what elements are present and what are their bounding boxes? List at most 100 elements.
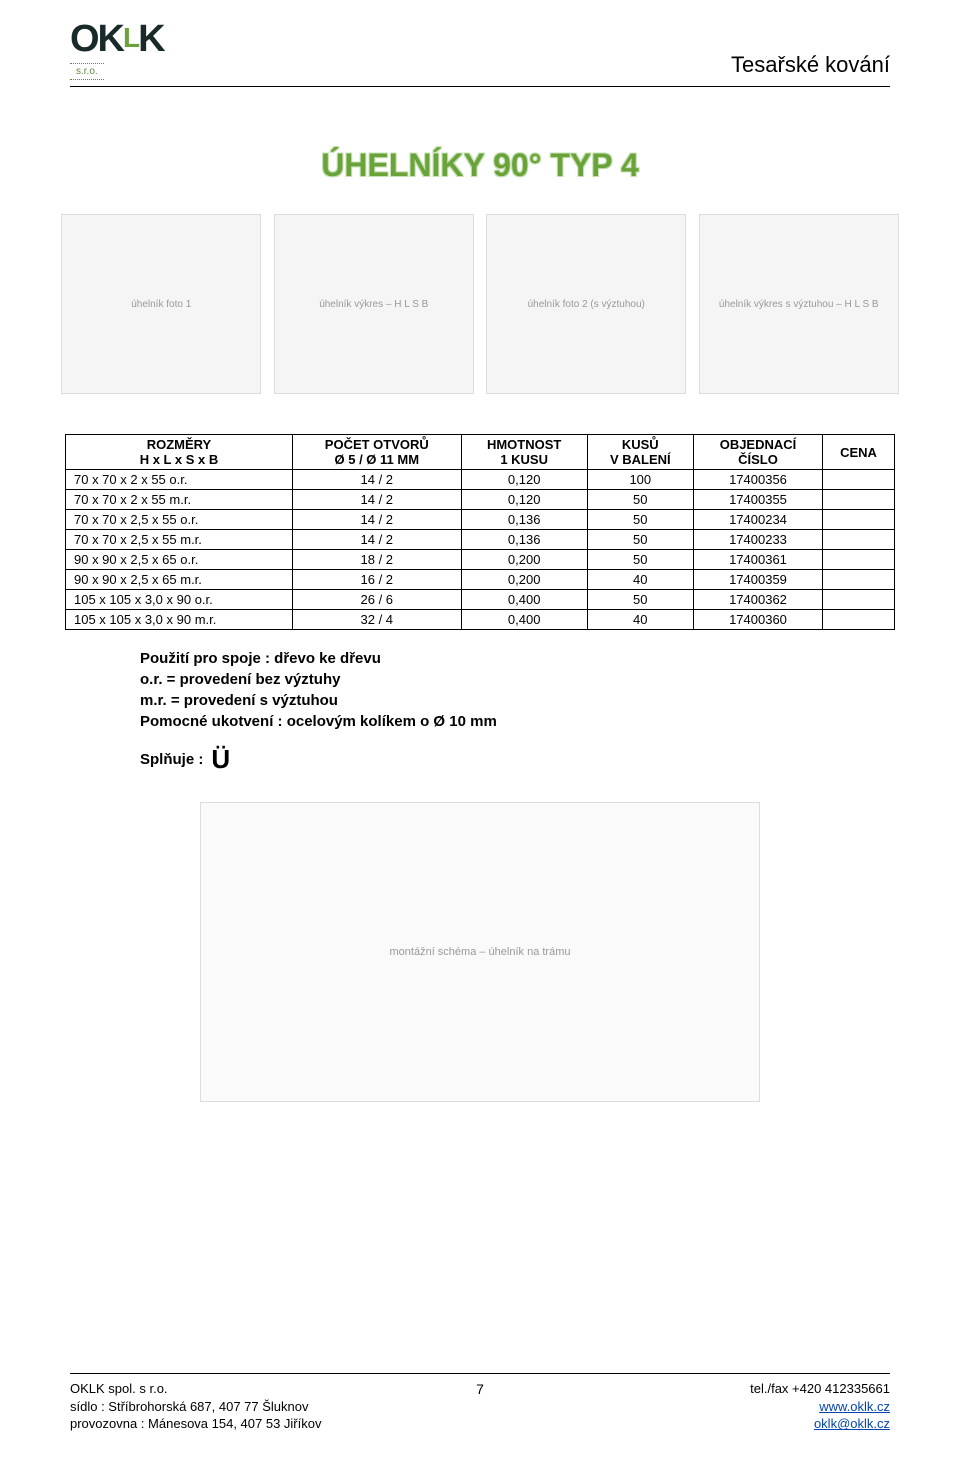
table-row: 70 x 70 x 2,5 x 55 o.r.14 / 20,136501740… <box>66 510 895 530</box>
cell-objednaci: 17400360 <box>693 610 822 630</box>
cell-otvory: 26 / 6 <box>292 590 461 610</box>
table-body: 70 x 70 x 2 x 55 o.r.14 / 20,12010017400… <box>66 470 895 630</box>
page-title: ÚHELNÍKY 90° TYP 4 <box>0 147 960 184</box>
cell-otvory: 14 / 2 <box>292 530 461 550</box>
cell-cena <box>823 530 895 550</box>
cell-kusu: 50 <box>587 530 693 550</box>
spec-table: ROZMĚRY H x L x S x B POČET OTVORŮ Ø 5 /… <box>65 434 895 630</box>
cell-kusu: 100 <box>587 470 693 490</box>
footer-address-2: provozovna : Mánesova 154, 407 53 Jiříko… <box>70 1415 321 1433</box>
compliance-label: Splňuje : <box>140 751 203 768</box>
cell-rozmery: 90 x 90 x 2,5 x 65 m.r. <box>66 570 293 590</box>
compliance-row: Splňuje : Ü <box>140 746 960 772</box>
col-cena: CENA <box>823 435 895 470</box>
cell-kusu: 40 <box>587 610 693 630</box>
notes-block: Použití pro spoje : dřevo ke dřevu o.r. … <box>140 648 960 732</box>
cell-otvory: 16 / 2 <box>292 570 461 590</box>
cell-kusu: 50 <box>587 510 693 530</box>
table-row: 70 x 70 x 2 x 55 m.r.14 / 20,12050174003… <box>66 490 895 510</box>
col-objednaci-l1: OBJEDNACÍ <box>700 437 816 452</box>
logo-text: OKLK <box>70 18 164 61</box>
cell-kusu: 50 <box>587 590 693 610</box>
page-number: 7 <box>70 1381 890 1397</box>
product-image-2: úhelník foto 2 (s výztuhou) <box>486 214 686 394</box>
cell-kusu: 50 <box>587 550 693 570</box>
table-row: 90 x 90 x 2,5 x 65 m.r.16 / 20,200401740… <box>66 570 895 590</box>
page-header: OKLK s.r.o. Tesařské kování <box>0 0 960 86</box>
cell-objednaci: 17400234 <box>693 510 822 530</box>
cell-cena <box>823 490 895 510</box>
cell-objednaci: 17400355 <box>693 490 822 510</box>
col-hmotnost-l1: HMOTNOST <box>468 437 581 452</box>
product-images-row: úhelník foto 1 úhelník výkres – H L S B … <box>0 214 960 394</box>
col-kusu-l2: V BALENÍ <box>594 452 687 467</box>
footer-rule <box>70 1373 890 1374</box>
cell-kusu: 40 <box>587 570 693 590</box>
table-row: 105 x 105 x 3,0 x 90 m.r.32 / 40,4004017… <box>66 610 895 630</box>
col-rozmery-l2: H x L x S x B <box>72 452 286 467</box>
cell-rozmery: 70 x 70 x 2 x 55 o.r. <box>66 470 293 490</box>
cell-rozmery: 90 x 90 x 2,5 x 65 o.r. <box>66 550 293 570</box>
cell-hmotnost: 0,120 <box>461 470 587 490</box>
header-rule <box>70 86 890 87</box>
col-otvory-l2: Ø 5 / Ø 11 MM <box>299 452 455 467</box>
cell-cena <box>823 510 895 530</box>
col-rozmery-l1: ROZMĚRY <box>72 437 286 452</box>
cell-otvory: 14 / 2 <box>292 510 461 530</box>
cell-objednaci: 17400359 <box>693 570 822 590</box>
cell-otvory: 14 / 2 <box>292 490 461 510</box>
footer-address-1: sídlo : Stříbrohorská 687, 407 77 Šlukno… <box>70 1398 321 1416</box>
note-line-1: Použití pro spoje : dřevo ke dřevu <box>140 650 381 667</box>
cell-otvory: 32 / 4 <box>292 610 461 630</box>
note-line-4: Pomocné ukotvení : ocelovým kolíkem o Ø … <box>140 713 497 730</box>
col-hmotnost: HMOTNOST 1 KUSU <box>461 435 587 470</box>
cell-rozmery: 70 x 70 x 2,5 x 55 o.r. <box>66 510 293 530</box>
cell-hmotnost: 0,120 <box>461 490 587 510</box>
page-footer: 7 OKLK spol. s r.o. sídlo : Stříbrohorsk… <box>70 1373 890 1433</box>
cell-hmotnost: 0,200 <box>461 570 587 590</box>
footer-email-link[interactable]: oklk@oklk.cz <box>814 1416 890 1431</box>
cell-objednaci: 17400362 <box>693 590 822 610</box>
cell-hmotnost: 0,200 <box>461 550 587 570</box>
footer-website-link[interactable]: www.oklk.cz <box>819 1399 890 1414</box>
cell-kusu: 50 <box>587 490 693 510</box>
cell-hmotnost: 0,136 <box>461 510 587 530</box>
col-hmotnost-l2: 1 KUSU <box>468 452 581 467</box>
col-cena-l1: CENA <box>829 445 888 460</box>
col-objednaci: OBJEDNACÍ ČÍSLO <box>693 435 822 470</box>
cell-objednaci: 17400356 <box>693 470 822 490</box>
compliance-glyph-icon: Ü <box>211 746 230 772</box>
cell-cena <box>823 610 895 630</box>
cell-hmotnost: 0,400 <box>461 590 587 610</box>
col-otvory-l1: POČET OTVORŮ <box>299 437 455 452</box>
product-image-1: úhelník foto 1 <box>61 214 261 394</box>
cell-cena <box>823 470 895 490</box>
cell-rozmery: 105 x 105 x 3,0 x 90 m.r. <box>66 610 293 630</box>
table-row: 105 x 105 x 3,0 x 90 o.r.26 / 60,4005017… <box>66 590 895 610</box>
cell-cena <box>823 570 895 590</box>
cell-objednaci: 17400233 <box>693 530 822 550</box>
cell-rozmery: 105 x 105 x 3,0 x 90 o.r. <box>66 590 293 610</box>
cell-hmotnost: 0,400 <box>461 610 587 630</box>
cell-otvory: 18 / 2 <box>292 550 461 570</box>
logo: OKLK s.r.o. <box>70 18 164 80</box>
table-header: ROZMĚRY H x L x S x B POČET OTVORŮ Ø 5 /… <box>66 435 895 470</box>
table-row: 70 x 70 x 2,5 x 55 m.r.14 / 20,136501740… <box>66 530 895 550</box>
product-diagram-1: úhelník výkres – H L S B <box>274 214 474 394</box>
cell-cena <box>823 590 895 610</box>
note-line-2: o.r. = provedení bez výztuhy <box>140 671 340 688</box>
cell-hmotnost: 0,136 <box>461 530 587 550</box>
usage-diagram: montážní schéma – úhelník na trámu <box>200 802 760 1102</box>
cell-otvory: 14 / 2 <box>292 470 461 490</box>
header-category: Tesařské kování <box>731 52 890 80</box>
col-kusu: KUSŮ V BALENÍ <box>587 435 693 470</box>
logo-subtext: s.r.o. <box>70 63 104 80</box>
product-diagram-2: úhelník výkres s výztuhou – H L S B <box>699 214 899 394</box>
note-line-3: m.r. = provedení s výztuhou <box>140 692 338 709</box>
cell-rozmery: 70 x 70 x 2 x 55 m.r. <box>66 490 293 510</box>
cell-rozmery: 70 x 70 x 2,5 x 55 m.r. <box>66 530 293 550</box>
cell-objednaci: 17400361 <box>693 550 822 570</box>
col-otvory: POČET OTVORŮ Ø 5 / Ø 11 MM <box>292 435 461 470</box>
col-rozmery: ROZMĚRY H x L x S x B <box>66 435 293 470</box>
col-kusu-l1: KUSŮ <box>594 437 687 452</box>
